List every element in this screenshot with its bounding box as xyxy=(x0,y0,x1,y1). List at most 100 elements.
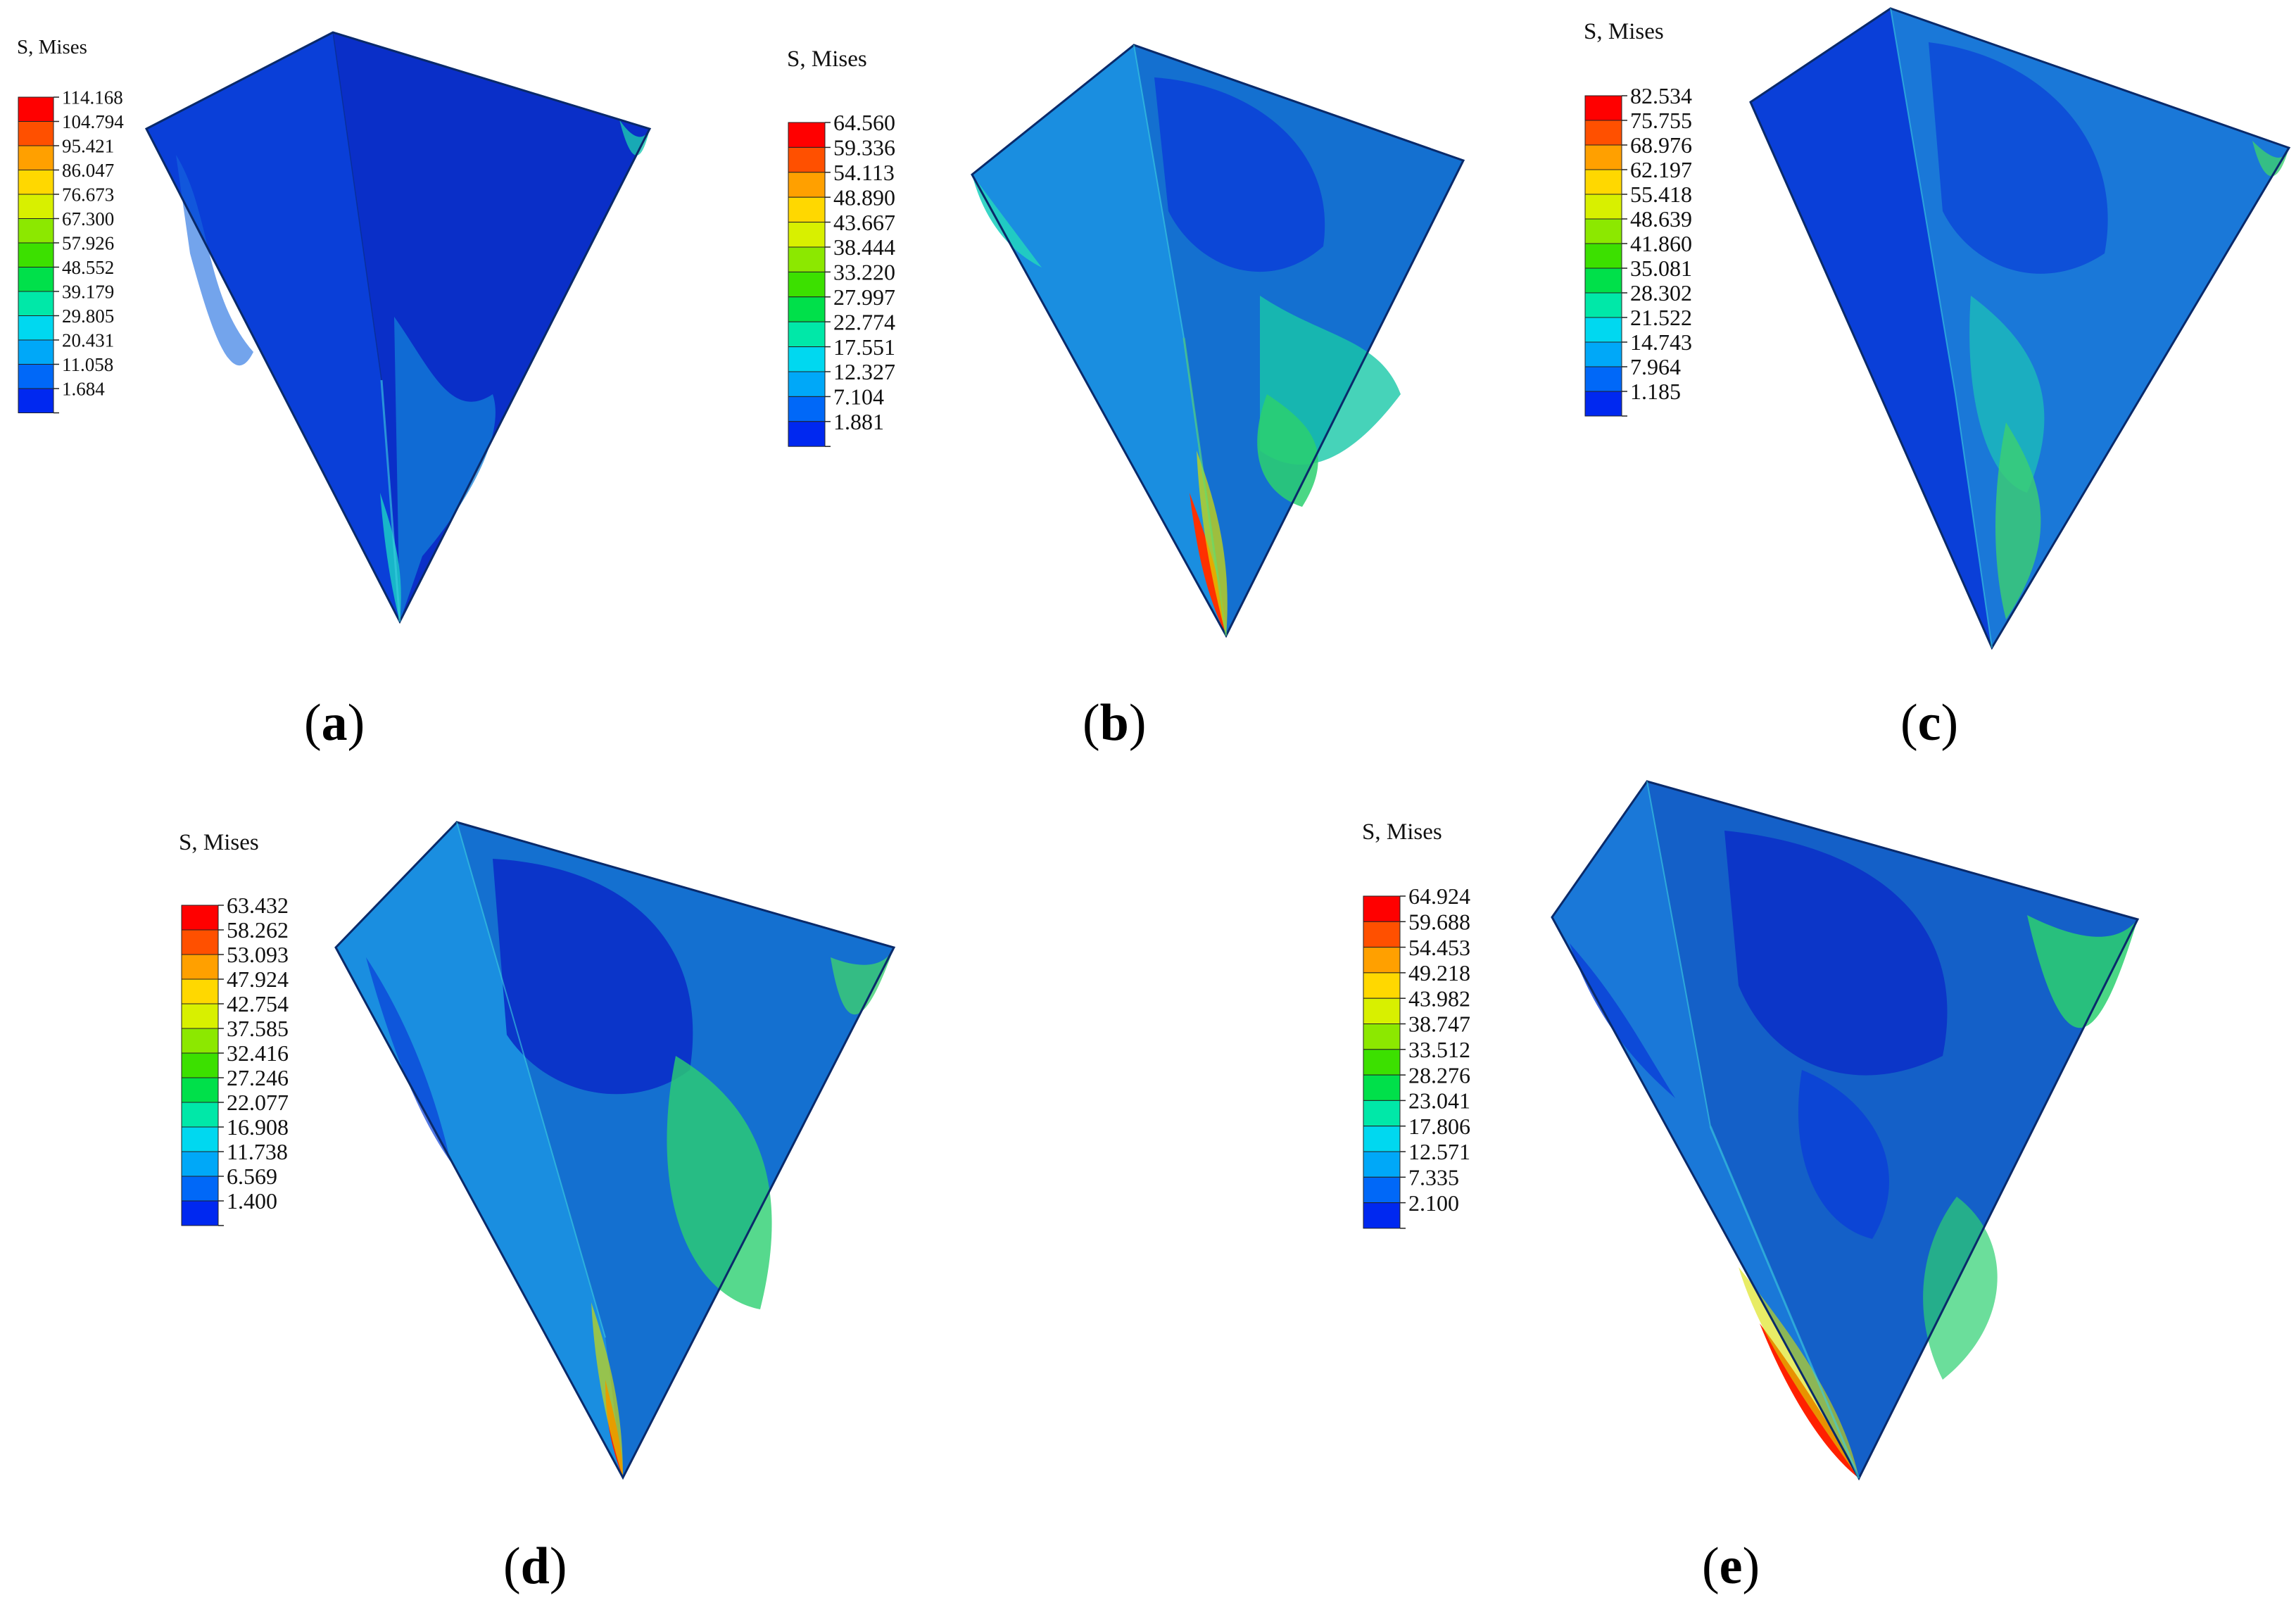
legend-swatch-b xyxy=(788,346,826,372)
legend-value-d: 1.400 xyxy=(227,1188,277,1214)
legend-swatch-e xyxy=(1363,1049,1401,1076)
legend-value-d: 27.246 xyxy=(227,1065,289,1090)
legend-value-c: 68.976 xyxy=(1630,132,1692,158)
legend-value-b: 64.560 xyxy=(833,110,895,135)
legend-swatch-d xyxy=(181,1176,219,1202)
legend-swatch-d xyxy=(181,1200,219,1226)
legend-swatch-a xyxy=(18,121,54,146)
legend-swatch-a xyxy=(18,315,54,341)
legend-swatch-b xyxy=(788,296,826,322)
legend-swatch-d xyxy=(181,1052,219,1078)
panel-label-d: (d) xyxy=(503,1540,567,1592)
legend-value-e: 17.806 xyxy=(1408,1114,1470,1139)
legend-swatch-a xyxy=(18,339,54,365)
legend-swatch-e xyxy=(1363,997,1401,1024)
legend-swatch-c xyxy=(1584,144,1622,170)
legend-value-c: 35.081 xyxy=(1630,256,1692,281)
legend-title-a: S, Mises xyxy=(17,36,87,58)
legend-value-a: 67.300 xyxy=(62,208,114,229)
legend-swatch-b xyxy=(788,396,826,422)
legend-value-a: 76.673 xyxy=(62,184,114,205)
legend-swatch-a xyxy=(18,194,54,219)
legend-swatch-b xyxy=(788,421,826,447)
legend-swatch-b xyxy=(788,222,826,248)
legend-title-e: S, Mises xyxy=(1362,819,1442,845)
legend-value-e: 38.747 xyxy=(1408,1012,1470,1037)
legend-swatch-c xyxy=(1584,169,1622,195)
legend-value-e: 28.276 xyxy=(1408,1062,1470,1088)
legend-value-a: 11.058 xyxy=(62,354,113,375)
legend-value-a: 20.431 xyxy=(62,329,114,351)
legend-e: S, Mises 64.92459.68854.45349.21843.98238… xyxy=(1362,819,1470,1229)
legend-value-b: 22.774 xyxy=(833,309,895,334)
label-open-c: ( xyxy=(1900,694,1918,752)
legend-swatch-e xyxy=(1363,895,1401,922)
legend-value-b: 7.104 xyxy=(833,384,884,410)
legend-value-e: 7.335 xyxy=(1408,1165,1459,1190)
legend-value-c: 75.755 xyxy=(1630,108,1692,133)
legend-swatch-e xyxy=(1363,1151,1401,1178)
panel-label-a: (a) xyxy=(304,697,365,749)
panel-label-c: (c) xyxy=(1900,697,1958,749)
label-letter-e: e xyxy=(1719,1537,1743,1595)
legend-swatch-d xyxy=(181,1003,219,1029)
legend-swatch-c xyxy=(1584,95,1622,121)
legend-swatch-c xyxy=(1584,218,1622,244)
legend-swatch-c xyxy=(1584,194,1622,220)
legend-value-a: 114.168 xyxy=(62,87,123,108)
legend-a: S, Mises 114.168 104.794 95.421 86.047 76.673… xyxy=(17,36,124,414)
label-close-a: ) xyxy=(347,694,365,752)
legend-value-c: 7.964 xyxy=(1630,354,1681,379)
legend-swatch-d xyxy=(181,929,219,955)
legend-swatch-a xyxy=(18,388,54,413)
legend-value-c: 48.639 xyxy=(1630,206,1692,232)
contour-plot-d xyxy=(334,821,896,1480)
legend-swatch-e xyxy=(1363,1100,1401,1127)
legend-swatch-e xyxy=(1363,1126,1401,1152)
legend-swatch-b xyxy=(788,246,826,272)
legend-value-d: 53.093 xyxy=(227,942,289,967)
label-close-c: ) xyxy=(1941,694,1959,752)
label-letter-c: c xyxy=(1917,694,1941,752)
panel-e: S, Mises 64.92459.68854.45349.21843.98238… xyxy=(1362,780,2140,1481)
label-close-b: ) xyxy=(1128,694,1147,752)
legend-title-b: S, Mises xyxy=(787,46,867,72)
legend-value-a: 39.179 xyxy=(62,281,114,302)
legend-c: S, Mises 82.53475.75568.97662.19755.41848… xyxy=(1584,19,1692,417)
label-open-b: ( xyxy=(1083,694,1100,752)
label-close-d: ) xyxy=(549,1537,567,1595)
contour-plot-b xyxy=(971,44,1465,638)
legend-value-e: 12.571 xyxy=(1408,1139,1470,1164)
legend-value-e: 49.218 xyxy=(1408,960,1470,986)
legend-swatch-d xyxy=(181,1151,219,1177)
legend-swatch-e xyxy=(1363,1074,1401,1101)
label-open-e: ( xyxy=(1702,1537,1720,1595)
legend-value-e: 64.924 xyxy=(1408,883,1470,909)
label-open-d: ( xyxy=(503,1537,521,1595)
label-letter-a: a xyxy=(321,694,348,752)
legend-value-d: 47.924 xyxy=(227,966,289,992)
legend-swatch-d xyxy=(181,905,219,931)
panel-label-b: (b) xyxy=(1083,697,1146,749)
legend-swatch-a xyxy=(18,242,54,267)
legend-value-d: 32.416 xyxy=(227,1040,289,1066)
legend-swatch-b xyxy=(788,371,826,397)
legend-value-a: 95.421 xyxy=(62,135,114,156)
legend-swatch-e xyxy=(1363,1176,1401,1204)
legend-swatch-c xyxy=(1584,391,1622,417)
legend-swatch-b xyxy=(788,146,826,173)
legend-value-c: 21.522 xyxy=(1630,305,1692,330)
legend-swatch-b xyxy=(788,271,826,298)
legend-value-b: 17.551 xyxy=(833,334,895,360)
legend-value-b: 48.890 xyxy=(833,184,895,210)
legend-swatch-c xyxy=(1584,292,1622,318)
legend-swatch-a xyxy=(18,291,54,316)
legend-title-c: S, Mises xyxy=(1584,19,1664,44)
legend-swatch-c xyxy=(1584,341,1622,367)
legend-swatch-b xyxy=(788,321,826,348)
legend-value-e: 54.453 xyxy=(1408,935,1470,960)
legend-title-d: S, Mises xyxy=(179,830,259,855)
legend-value-b: 12.327 xyxy=(833,359,895,384)
legend-value-c: 41.860 xyxy=(1630,231,1692,256)
legend-swatch-d xyxy=(181,1102,219,1128)
